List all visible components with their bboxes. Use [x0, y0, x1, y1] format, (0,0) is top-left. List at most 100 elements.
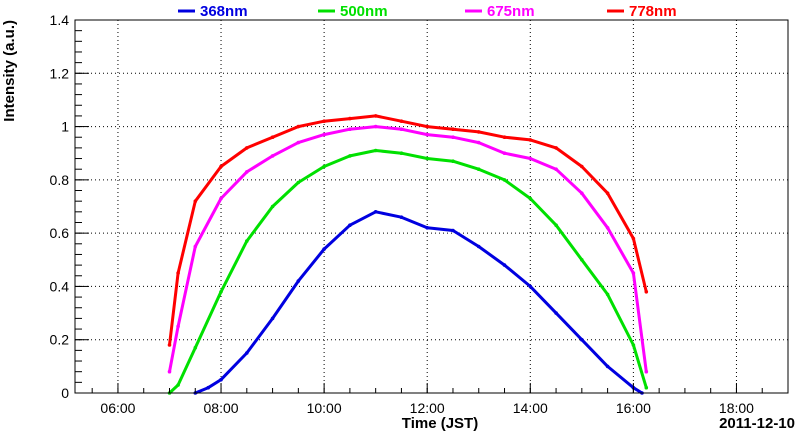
data-point: [580, 258, 584, 262]
legend-label: 500nm: [340, 3, 388, 20]
data-point: [219, 164, 223, 169]
data-point: [296, 180, 301, 185]
data-point: [528, 284, 533, 289]
data-point: [502, 151, 507, 155]
y-tick-label: 0.4: [50, 278, 70, 294]
data-point: [605, 226, 610, 230]
legend: 368nm 500nm 675nm 778nm: [178, 3, 677, 20]
data-point: [451, 127, 455, 131]
data-point: [631, 343, 636, 347]
data-point: [373, 148, 378, 153]
axis-layer: 06:00 08:00 10:00 12:00 14:00 16:00 18:00 0 0.2 0…: [50, 12, 789, 416]
x-tick-label: 08:00: [204, 400, 239, 416]
data-point: [644, 385, 649, 390]
data-point: [476, 244, 481, 249]
x-tick-label: 12:00: [410, 400, 445, 416]
x-tick-label: 16:00: [616, 400, 651, 416]
data-point: [631, 271, 636, 275]
x-tick-label: 14:00: [513, 400, 548, 416]
data-point: [348, 223, 352, 227]
data-point: [176, 271, 180, 275]
data-point: [425, 156, 430, 161]
data-point: [373, 114, 378, 118]
data-point: [605, 191, 610, 195]
data-point: [270, 154, 275, 158]
x-tick-label: 06:00: [100, 400, 135, 416]
data-point: [399, 215, 404, 219]
data-point: [580, 337, 584, 342]
data-point: [206, 385, 210, 390]
data-point: [219, 290, 223, 294]
data-point: [451, 228, 455, 233]
data-point: [193, 199, 198, 203]
data-point: [580, 191, 584, 195]
data-point: [245, 239, 249, 243]
data-point: [245, 146, 249, 150]
data-point: [348, 154, 352, 158]
legend-label: 368nm: [200, 3, 248, 20]
data-point: [348, 127, 352, 131]
data-point: [270, 135, 275, 139]
data-point: [554, 311, 558, 315]
y-tick-label: 1.4: [50, 12, 70, 28]
data-point: [425, 226, 430, 230]
data-point: [502, 178, 507, 182]
series-500nm: [167, 148, 649, 395]
data-point: [399, 119, 404, 123]
data-point: [425, 132, 430, 137]
data-point: [219, 377, 223, 382]
data-point: [270, 204, 275, 209]
data-point: [322, 119, 326, 123]
x-axis-title: Time (JST): [402, 415, 478, 432]
x-tick-label: 18:00: [719, 400, 754, 416]
data-point: [580, 164, 584, 169]
series-778nm: [167, 114, 649, 347]
data-point: [554, 167, 558, 171]
y-axis-title: Intensity (a.u.): [1, 20, 18, 122]
data-point: [644, 290, 649, 294]
data-point: [270, 316, 275, 321]
data-point: [476, 130, 481, 134]
date-label: 2011-12-10: [719, 415, 795, 432]
y-tick-label: 1.2: [50, 65, 70, 81]
data-point: [296, 279, 301, 283]
y-tick-label: 0.8: [50, 172, 70, 188]
data-point: [193, 345, 198, 350]
data-point: [476, 167, 481, 171]
y-tick-label: 0: [61, 385, 69, 401]
data-point: [554, 223, 558, 227]
series-line: [194, 210, 643, 395]
data-point: [502, 263, 507, 267]
data-point: [176, 324, 180, 329]
data-point: [193, 244, 198, 249]
data-point: [296, 124, 301, 129]
data-point: [373, 210, 378, 214]
data-point: [322, 132, 326, 137]
data-point: [528, 196, 533, 201]
y-tick-label: 0.2: [50, 332, 70, 348]
data-point: [554, 146, 558, 150]
data-point: [644, 369, 649, 374]
data-point: [322, 247, 326, 251]
data-point: [502, 135, 507, 139]
plot-frame: [74, 19, 789, 394]
data-point: [605, 292, 610, 297]
series-layer: [167, 114, 649, 395]
data-point: [176, 383, 180, 387]
data-point: [322, 164, 326, 169]
legend-label: 778nm: [629, 3, 677, 20]
series-368nm: [193, 210, 644, 395]
data-point: [631, 236, 636, 241]
data-point: [476, 140, 481, 145]
legend-label: 675nm: [487, 3, 535, 20]
y-tick-label: 0.6: [50, 225, 70, 241]
data-point: [296, 140, 301, 145]
data-point: [348, 116, 352, 121]
y-tick-label: 1: [61, 119, 69, 135]
data-point: [399, 151, 404, 155]
data-point: [605, 364, 610, 369]
x-tick-label: 10:00: [307, 400, 342, 416]
data-point: [245, 351, 249, 355]
data-point: [373, 124, 378, 129]
data-point: [425, 124, 430, 129]
